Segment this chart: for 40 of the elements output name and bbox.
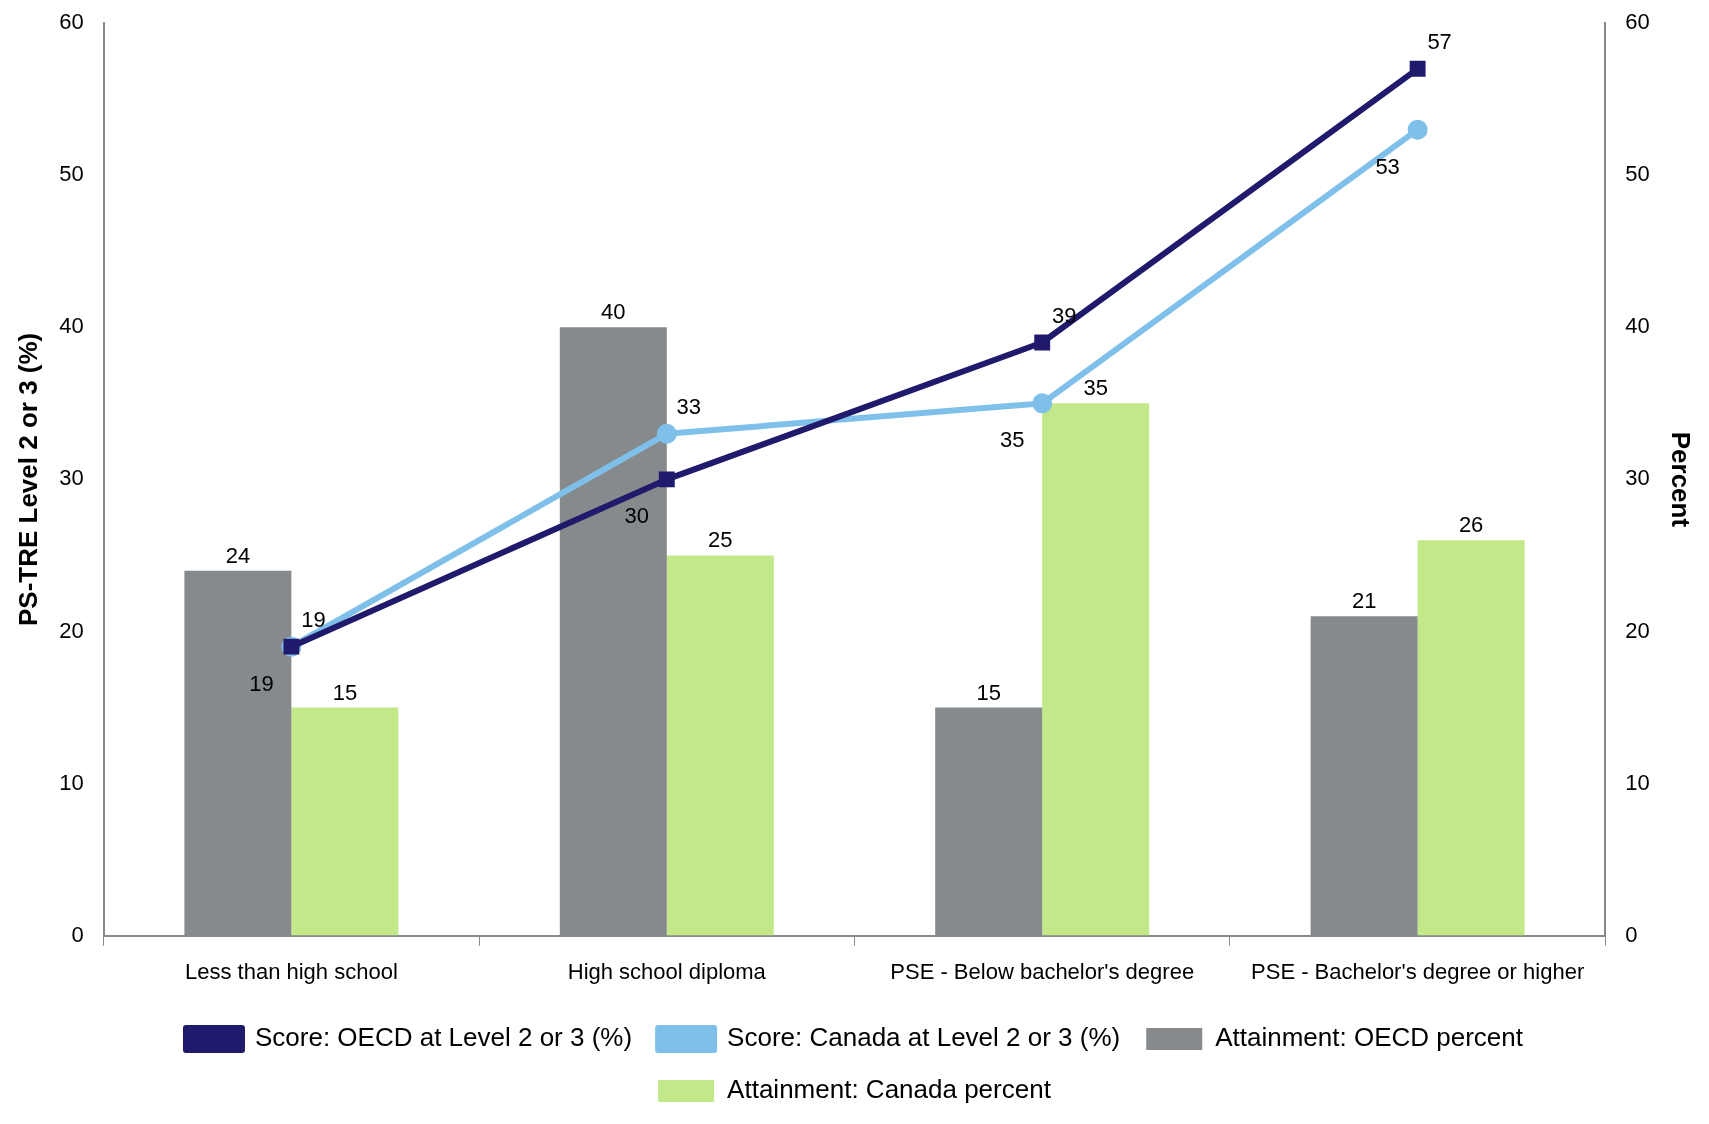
data-label: 19 <box>301 606 326 632</box>
y-tick-label: 20 <box>59 617 84 643</box>
y2-tick-label: 20 <box>1625 617 1650 643</box>
data-label: 53 <box>1375 153 1400 179</box>
data-label: 25 <box>708 527 733 553</box>
data-label: 24 <box>225 542 251 568</box>
data-label: 33 <box>676 393 702 419</box>
y2-tick-label: 10 <box>1625 769 1650 795</box>
data-label: 21 <box>1351 588 1377 614</box>
y-tick-label: 40 <box>59 313 84 339</box>
data-label: 19 <box>249 670 274 696</box>
data-label: 26 <box>1458 512 1484 538</box>
y2-tick-label: 50 <box>1625 161 1650 187</box>
y-tick-label: 30 <box>59 465 84 491</box>
legend-label: Score: OECD at Level 2 or 3 (%) <box>254 1022 633 1053</box>
x-tick-label: Less than high school <box>184 958 398 984</box>
data-label: 57 <box>1427 28 1452 54</box>
y2-tick-label: 40 <box>1625 313 1650 339</box>
y-axis-title: PS-TRE Level 2 or 3 (%) <box>12 332 43 627</box>
legend-label: Attainment: Canada percent <box>727 1074 1052 1105</box>
x-tick-label: High school diploma <box>567 958 767 984</box>
y2-axis-title: Percent <box>1666 431 1697 528</box>
data-label: 39 <box>1051 302 1077 328</box>
data-label: 30 <box>624 503 650 529</box>
y-tick-label: 0 <box>71 921 84 947</box>
y2-tick-label: 0 <box>1625 921 1638 947</box>
data-label: 35 <box>999 427 1025 453</box>
data-label: 15 <box>332 679 358 705</box>
x-tick-label: PSE - Bachelor's degree or higher <box>1251 958 1585 984</box>
legend-label: Score: Canada at Level 2 or 3 (%) <box>727 1022 1121 1053</box>
legend-label: Attainment: OECD percent <box>1215 1022 1524 1053</box>
y2-tick-label: 30 <box>1625 465 1650 491</box>
x-tick-label: PSE - Below bachelor's degree <box>890 958 1195 984</box>
data-label: 15 <box>976 679 1001 705</box>
data-label: 35 <box>1083 375 1108 401</box>
y-tick-label: 10 <box>59 769 84 795</box>
y2-tick-label: 60 <box>1625 9 1650 35</box>
data-label: 40 <box>601 299 626 325</box>
y-tick-label: 60 <box>59 9 84 35</box>
y-tick-label: 50 <box>59 161 84 187</box>
